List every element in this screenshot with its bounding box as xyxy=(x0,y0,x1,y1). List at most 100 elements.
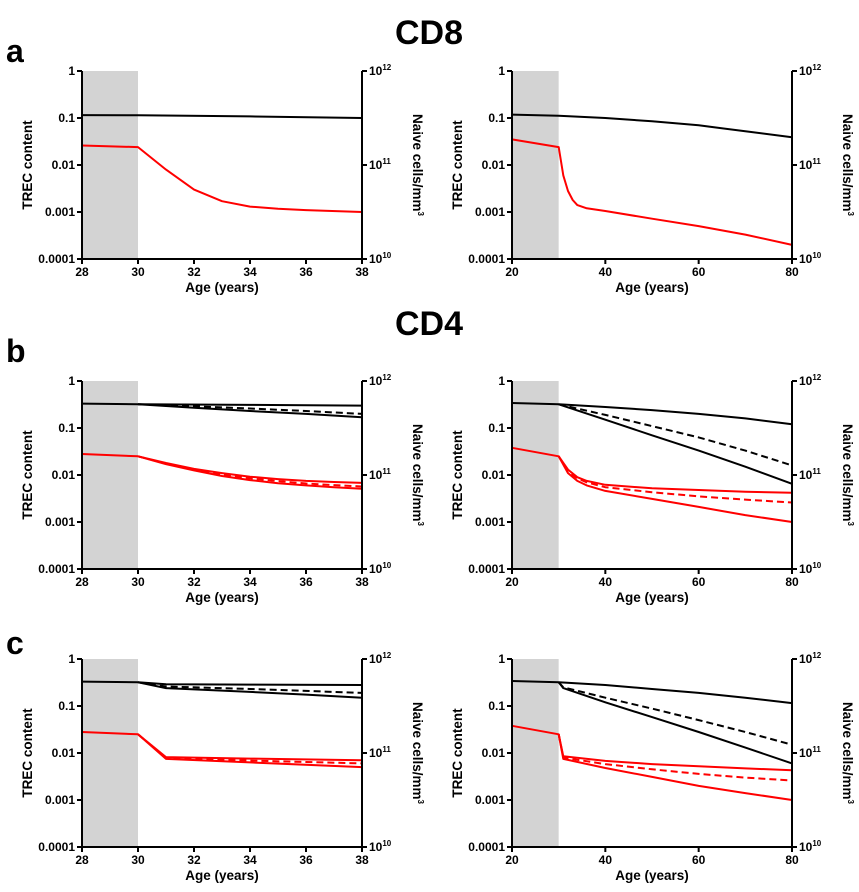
y2-tick-label: 1012 xyxy=(369,63,392,78)
x-tick-label: 34 xyxy=(243,853,257,867)
y2-axis-title-exponent: 3 xyxy=(846,522,855,527)
y-axis-title: TREC content xyxy=(450,708,465,798)
y2-axis-title: Naive cells/mm3 xyxy=(840,424,855,527)
y2-tick-exponent: 12 xyxy=(382,63,391,72)
series-line-black-3 xyxy=(558,403,793,485)
y-tick-label: 0.0001 xyxy=(38,840,75,854)
y2-axis-title: Naive cells/mm3 xyxy=(410,114,425,217)
y2-axis-title: Naive cells/mm3 xyxy=(410,424,425,527)
x-tick-label: 30 xyxy=(131,853,145,867)
chart-5: 28 30 32 34 36 380.00010.0010.010.11101010111… xyxy=(20,651,425,883)
y-tick-label: 0.0001 xyxy=(38,562,75,576)
y2-tick-label: 1012 xyxy=(799,373,822,388)
series-line-black-2 xyxy=(558,403,793,467)
y-tick-label: 0.01 xyxy=(52,746,76,760)
series-line-black-1 xyxy=(81,114,363,119)
y2-tick-exponent: 12 xyxy=(812,63,821,72)
y-tick-label: 0.01 xyxy=(52,158,76,172)
y-tick-label: 0.001 xyxy=(475,205,505,219)
series-line-red-6 xyxy=(137,733,363,769)
chart-1: 28 30 32 34 36 380.00010.0010.010.11101010111… xyxy=(20,63,425,295)
x-tick-label: 32 xyxy=(187,853,201,867)
x-tick-label: 28 xyxy=(75,575,89,589)
y-tick-label: 0.0001 xyxy=(468,252,505,266)
panel-label-b: b xyxy=(6,333,26,369)
y-tick-label: 0.001 xyxy=(475,793,505,807)
y2-axis-title-exponent: 3 xyxy=(416,800,425,805)
y2-tick-exponent: 10 xyxy=(382,561,391,570)
y2-tick-label: 1010 xyxy=(799,251,822,266)
y-tick-label: 1 xyxy=(498,64,505,78)
y2-tick-label: 1012 xyxy=(369,373,392,388)
x-axis-title: Age (years) xyxy=(185,280,259,295)
y-tick-label: 1 xyxy=(68,374,75,388)
x-axis-title: Age (years) xyxy=(615,868,689,883)
y2-tick-label: 1010 xyxy=(369,561,392,576)
y-tick-label: 0.0001 xyxy=(38,252,75,266)
y2-tick-label: 1011 xyxy=(369,467,391,482)
x-tick-label: 60 xyxy=(692,853,706,867)
y2-tick-exponent: 11 xyxy=(812,157,821,166)
series-line-red-5 xyxy=(557,734,793,782)
y2-axis-title: Naive cells/mm3 xyxy=(840,114,855,217)
y2-tick-exponent: 12 xyxy=(812,651,821,660)
y-tick-label: 0.1 xyxy=(488,421,505,435)
series-line-red-6 xyxy=(137,455,363,490)
x-tick-label: 20 xyxy=(505,265,519,279)
y2-tick-exponent: 10 xyxy=(812,561,821,570)
y2-tick-exponent: 10 xyxy=(382,839,391,848)
series-line-black-1 xyxy=(81,402,363,407)
x-tick-label: 34 xyxy=(243,265,257,279)
y-tick-label: 1 xyxy=(68,64,75,78)
shaded-region xyxy=(82,71,138,259)
series-line-red-2 xyxy=(511,138,793,246)
series-line-red-2 xyxy=(81,144,363,213)
series-line-red-5 xyxy=(557,455,793,504)
x-tick-label: 30 xyxy=(131,265,145,279)
y2-tick-label: 1012 xyxy=(799,63,822,78)
y2-tick-label: 1012 xyxy=(369,651,392,666)
x-tick-label: 80 xyxy=(785,265,799,279)
y-tick-label: 1 xyxy=(498,652,505,666)
y-tick-label: 0.0001 xyxy=(468,840,505,854)
y2-tick-label: 1010 xyxy=(799,839,822,854)
y-tick-label: 0.001 xyxy=(45,515,75,529)
y2-axis-title-exponent: 3 xyxy=(416,522,425,527)
section-title-cd4: CD4 xyxy=(395,305,463,343)
series-line-black-1 xyxy=(511,113,793,139)
y-axis-title: TREC content xyxy=(450,120,465,210)
series-line-black-1 xyxy=(81,680,363,686)
y2-tick-exponent: 12 xyxy=(812,373,821,382)
chart-4: 20 40 60 800.00010.0010.010.11101010111012A… xyxy=(450,373,855,605)
x-tick-label: 36 xyxy=(299,853,313,867)
section-title-cd8: CD8 xyxy=(395,14,463,52)
chart-6: 20 40 60 800.00010.0010.010.11101010111012A… xyxy=(450,651,855,883)
x-tick-label: 38 xyxy=(355,265,369,279)
y2-tick-label: 1011 xyxy=(369,745,391,760)
x-tick-label: 80 xyxy=(785,575,799,589)
x-tick-label: 36 xyxy=(299,265,313,279)
chart-3: 28 30 32 34 36 380.00010.0010.010.11101010111… xyxy=(20,373,425,605)
x-tick-label: 32 xyxy=(187,575,201,589)
charts-container: 28 30 32 34 36 380.00010.0010.010.11101010111… xyxy=(20,63,855,883)
series-line-black-3 xyxy=(557,681,793,765)
x-tick-label: 40 xyxy=(599,575,613,589)
y-axis-title: TREC content xyxy=(20,708,35,798)
series-line-black-3 xyxy=(137,403,363,419)
series-line-black-2 xyxy=(137,681,363,694)
y-tick-label: 0.1 xyxy=(488,699,505,713)
y-tick-label: 0.01 xyxy=(482,158,506,172)
x-axis-title: Age (years) xyxy=(185,868,259,883)
y2-tick-label: 1011 xyxy=(799,745,821,760)
y-tick-label: 0.1 xyxy=(58,421,75,435)
x-tick-label: 28 xyxy=(75,265,89,279)
x-tick-label: 38 xyxy=(355,853,369,867)
y2-tick-label: 1010 xyxy=(369,839,392,854)
series-line-red-6 xyxy=(557,734,793,801)
y2-tick-exponent: 11 xyxy=(382,467,391,476)
y2-tick-label: 1011 xyxy=(369,157,391,172)
y2-tick-exponent: 10 xyxy=(382,251,391,260)
y2-tick-label: 1010 xyxy=(369,251,392,266)
x-tick-label: 40 xyxy=(599,853,613,867)
y2-tick-exponent: 10 xyxy=(812,251,821,260)
